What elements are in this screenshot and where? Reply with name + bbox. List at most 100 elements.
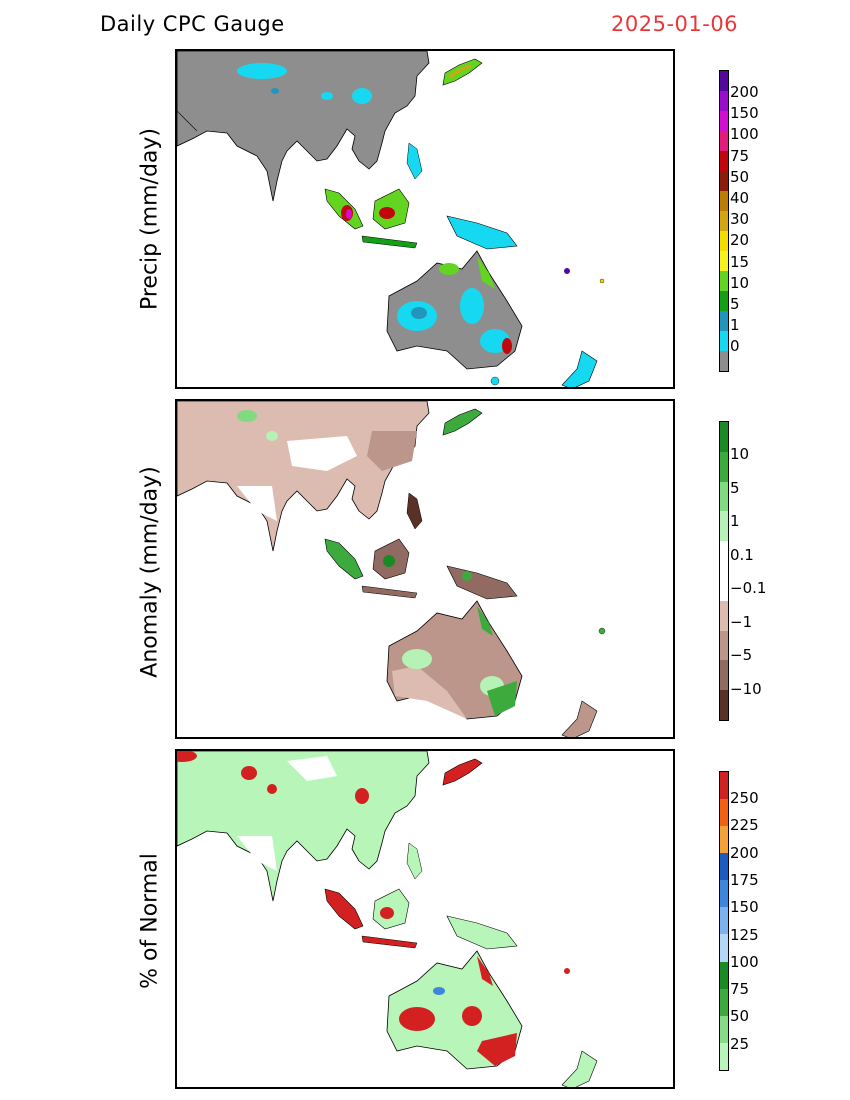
colorbar-tick-label: 175 bbox=[730, 870, 759, 889]
colorbar-segment bbox=[720, 772, 728, 800]
colorbar-segment bbox=[720, 511, 728, 542]
colorbar-tick-label: 5 bbox=[730, 478, 740, 497]
colorbar-tick-label: 150 bbox=[730, 898, 759, 917]
japan bbox=[442, 58, 483, 86]
colorbar-segment bbox=[720, 481, 728, 512]
colorbar-tick-label: 0 bbox=[730, 337, 740, 356]
colorbar-segment bbox=[720, 191, 728, 211]
anomaly-axis-label: Anomaly (mm/day) bbox=[137, 466, 163, 678]
precip-colorbar bbox=[719, 70, 729, 372]
colorbar-tick-label: 15 bbox=[730, 252, 750, 271]
asia-land bbox=[177, 51, 430, 202]
chart-title: Daily CPC Gauge bbox=[100, 12, 285, 36]
colorbar-tick-label: 225 bbox=[730, 816, 759, 835]
new-zealand bbox=[561, 350, 598, 387]
colorbar-segment bbox=[720, 131, 728, 151]
colorbar-tick-label: 75 bbox=[730, 146, 750, 165]
colorbar-segment bbox=[720, 853, 728, 881]
anomaly-colorbar bbox=[719, 421, 729, 721]
colorbar-segment bbox=[720, 311, 728, 331]
percent-map bbox=[175, 749, 675, 1089]
new-guinea bbox=[446, 915, 518, 950]
colorbar-tick-label: 50 bbox=[730, 1007, 750, 1026]
colorbar-segment bbox=[720, 907, 728, 935]
colorbar-tick-label: 5 bbox=[730, 295, 740, 313]
colorbar-segment bbox=[720, 351, 728, 371]
colorbar-segment bbox=[720, 231, 728, 251]
colorbar-segment bbox=[720, 934, 728, 962]
colorbar-segment bbox=[720, 826, 728, 854]
colorbar-segment bbox=[720, 961, 728, 989]
percent-colorbar bbox=[719, 771, 729, 1071]
colorbar-tick-label: 200 bbox=[730, 83, 759, 101]
percent-map-graphic bbox=[177, 751, 598, 1087]
colorbar-segment bbox=[720, 1015, 728, 1043]
asia-land bbox=[177, 401, 430, 552]
new-guinea bbox=[446, 215, 518, 250]
colorbar-tick-label: 125 bbox=[730, 925, 759, 944]
new-guinea bbox=[446, 565, 518, 600]
anomaly-map bbox=[175, 399, 675, 739]
philippines bbox=[406, 842, 423, 880]
colorbar-tick-label: 1 bbox=[730, 316, 740, 335]
colorbar-segment bbox=[720, 660, 728, 691]
precip-axis-label: Precip (mm/day) bbox=[137, 127, 163, 311]
asia-land-2 bbox=[177, 51, 198, 132]
precip-map bbox=[175, 49, 675, 389]
colorbar-segment bbox=[720, 291, 728, 311]
colorbar-segment bbox=[720, 331, 728, 351]
colorbar-segment bbox=[720, 211, 728, 231]
colorbar-segment bbox=[720, 271, 728, 291]
colorbar-segment bbox=[720, 151, 728, 171]
colorbar-tick-label: 200 bbox=[730, 843, 759, 862]
colorbar-segment bbox=[720, 880, 728, 908]
colorbar-segment bbox=[720, 570, 728, 601]
colorbar-segment bbox=[720, 111, 728, 131]
colorbar-segment bbox=[720, 541, 728, 571]
colorbar-tick-label: −1 bbox=[730, 612, 753, 631]
colorbar-segment bbox=[720, 690, 728, 720]
precip-map-graphic bbox=[177, 51, 605, 387]
japan bbox=[442, 408, 483, 436]
colorbar-segment bbox=[720, 251, 728, 271]
colorbar-segment bbox=[720, 799, 728, 827]
percent-axis-label: % of Normal bbox=[137, 853, 163, 989]
colorbar-tick-label: 75 bbox=[730, 980, 750, 999]
colorbar-segment bbox=[720, 422, 728, 452]
philippines bbox=[406, 142, 423, 180]
colorbar-segment bbox=[720, 171, 728, 191]
asia-land bbox=[177, 751, 430, 902]
colorbar-tick-label: 0.1 bbox=[730, 545, 754, 564]
new-zealand bbox=[561, 700, 598, 737]
colorbar-tick-label: 20 bbox=[730, 231, 750, 250]
philippines bbox=[406, 492, 423, 530]
colorbar-segment bbox=[720, 1042, 728, 1070]
colorbar-tick-label: 10 bbox=[730, 273, 750, 292]
java bbox=[361, 935, 418, 949]
japan bbox=[442, 758, 483, 786]
colorbar-tick-label: 25 bbox=[730, 1034, 750, 1053]
colorbar-segment bbox=[720, 600, 728, 631]
colorbar-segment bbox=[720, 988, 728, 1016]
colorbar-tick-label: 50 bbox=[730, 167, 750, 186]
colorbar-tick-label: 40 bbox=[730, 189, 750, 207]
java bbox=[361, 585, 418, 599]
colorbar-tick-label: 100 bbox=[730, 952, 759, 971]
colorbar-tick-label: 1 bbox=[730, 512, 740, 530]
colorbar-segment bbox=[720, 451, 728, 482]
colorbar-tick-label: 150 bbox=[730, 104, 759, 123]
colorbar-tick-label: 250 bbox=[730, 789, 759, 807]
colorbar-tick-label: 30 bbox=[730, 210, 750, 229]
colorbar-tick-label: 100 bbox=[730, 125, 759, 144]
date-label: 2025-01-06 bbox=[611, 12, 739, 36]
new-zealand bbox=[561, 1050, 598, 1087]
colorbar-segment bbox=[720, 630, 728, 661]
sumatra bbox=[324, 888, 364, 930]
anomaly-map-graphic bbox=[177, 401, 606, 737]
colorbar-tick-label: −5 bbox=[730, 646, 753, 664]
java bbox=[361, 235, 418, 249]
colorbar-tick-label: −10 bbox=[730, 679, 762, 698]
sumatra bbox=[324, 538, 364, 580]
colorbar-tick-label: −0.1 bbox=[730, 579, 767, 597]
colorbar-segment bbox=[720, 91, 728, 111]
